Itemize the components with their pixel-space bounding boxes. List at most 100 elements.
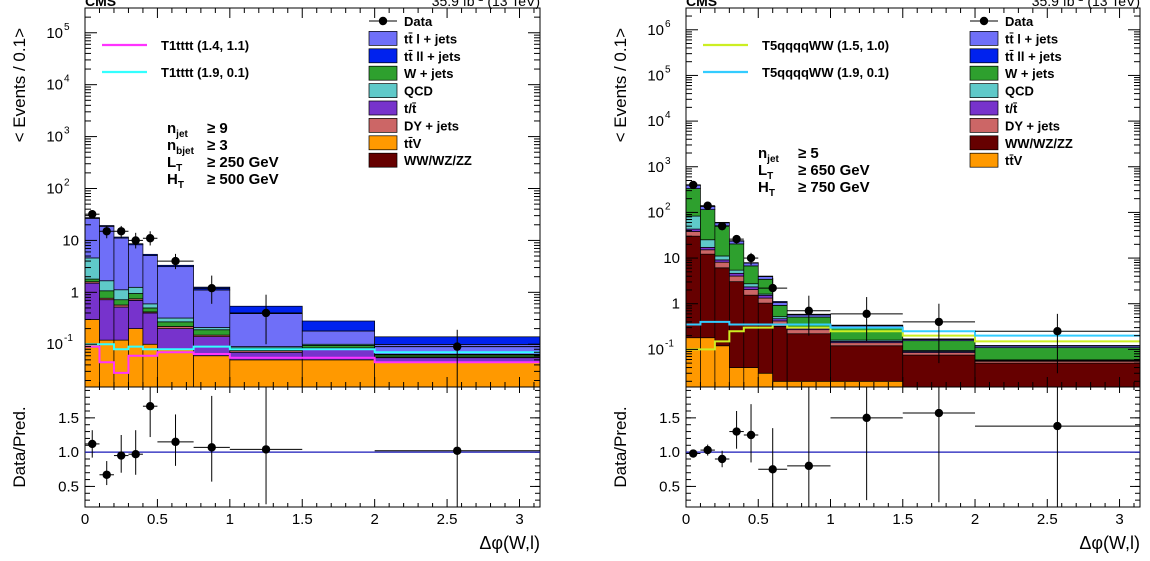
bar (128, 328, 144, 387)
x-tick-label: 2 (971, 511, 979, 528)
bar (772, 305, 788, 318)
legend-swatch (969, 48, 999, 64)
legend-swatch (969, 31, 999, 46)
cut-line: njet (167, 120, 189, 140)
selection-cuts: njet ≥ 5 LT ≥ 650 GeV HT ≥ 750 GeV (758, 145, 870, 199)
bar (128, 286, 144, 294)
data-point (732, 234, 741, 244)
bar (113, 289, 129, 301)
ratio-point (804, 461, 814, 471)
x-tick-label: 3 (1115, 511, 1123, 528)
bar (193, 355, 231, 387)
legend-label: DY + jets (1005, 118, 1060, 133)
stack-ww-wz-zz (686, 235, 1140, 387)
data-point (717, 221, 727, 231)
data-point (102, 227, 111, 236)
x-tick-label: 0.5 (748, 511, 769, 528)
lumi-label: 35.9 fb-1 (13 TeV) (432, 0, 540, 9)
bar (786, 380, 831, 387)
legend-data-marker (378, 16, 388, 26)
y-axis-title: < Events / 0.1> (10, 28, 29, 142)
cut-line: LT (758, 162, 773, 182)
x-axis: 0 0.5 1 1.5 2 2.5 3 (81, 8, 535, 528)
cut-var: L (758, 162, 767, 179)
ratio-point (1053, 421, 1062, 431)
legend-swatch (969, 118, 999, 133)
lumi-value: 35.9 fb (1032, 0, 1075, 9)
bar (743, 367, 759, 387)
bar (157, 321, 194, 327)
y-tick-label-exp: 2 (665, 201, 671, 212)
y-tick-label-base: 10 (46, 336, 63, 353)
ratio-point (131, 450, 140, 459)
cut-line: njet (758, 145, 780, 165)
ratio-y-tick-label: 1.0 (58, 444, 79, 461)
data-point (117, 227, 126, 236)
bar (113, 299, 129, 306)
bar (743, 265, 759, 285)
bar (193, 329, 231, 336)
ratio-points (686, 387, 1140, 507)
legend-swatch (368, 31, 398, 46)
legend-label: Data (404, 14, 433, 29)
ratio-y-axis-title: Data/Pred. (611, 406, 630, 487)
legend-swatch (969, 83, 999, 98)
ratio-y-tick-label: 1.5 (659, 410, 680, 427)
bar (301, 330, 376, 345)
cut-op: ≥ 650 GeV (798, 162, 870, 179)
ratio-point (207, 443, 216, 452)
lumi-exp: -1 (1075, 0, 1084, 4)
bar (128, 293, 144, 300)
bar (743, 286, 759, 290)
legend-label: QCD (404, 84, 433, 99)
ratio-point (117, 451, 126, 460)
bar (142, 343, 158, 387)
data-point (207, 284, 216, 293)
legend-label: QCD (1005, 84, 1034, 99)
bar (128, 244, 144, 288)
legend-swatch (368, 152, 398, 168)
y-tick-label-base: 10 (647, 341, 664, 358)
legend-label: WW/WZ/ZZ (1005, 136, 1073, 151)
legend-swatch (368, 135, 398, 151)
cms-label: CMS (686, 0, 717, 9)
legend-label: Data (1005, 14, 1034, 29)
y-tick-label-base: 10 (647, 204, 664, 221)
y-tick-label-exp: 4 (64, 74, 70, 85)
cut-sub: T (178, 180, 184, 191)
plot-area (686, 180, 1140, 387)
bar (142, 303, 158, 309)
ratio-point (261, 445, 271, 454)
x-axis-title: Δφ(W,l) (1079, 533, 1140, 553)
bar (99, 280, 115, 292)
bar (757, 302, 774, 374)
legend-label: t/t̄ (404, 101, 417, 116)
ratio-y-axis: 0.5 1.0 1.5 (659, 389, 1140, 501)
ratio-points (85, 387, 540, 507)
cut-line: HT (758, 179, 775, 199)
cut-sub: T (769, 188, 775, 199)
data-point (261, 308, 271, 318)
ratio-y-axis-title: Data/Pred. (10, 406, 29, 487)
x-tick-label: 3 (515, 511, 523, 528)
bar (99, 339, 115, 387)
data-point (88, 209, 97, 219)
data-points (686, 180, 1140, 374)
bar (128, 300, 144, 329)
bar (830, 342, 904, 347)
bar (700, 337, 716, 387)
ratio-point (453, 446, 462, 455)
bar (301, 345, 376, 349)
cut-var: L (167, 154, 176, 171)
bar (743, 294, 759, 368)
bar (714, 345, 730, 387)
y-tick-label-exp: 3 (64, 126, 70, 137)
plot-area (85, 209, 540, 387)
data-point (145, 234, 155, 243)
ratio-point (717, 454, 727, 464)
selection-cuts: njet ≥ 9 nbjet ≥ 3 LT ≥ 250 GeV HT ≥ 500 GeV (167, 120, 279, 191)
y-tick-label-base: 10 (647, 113, 664, 130)
